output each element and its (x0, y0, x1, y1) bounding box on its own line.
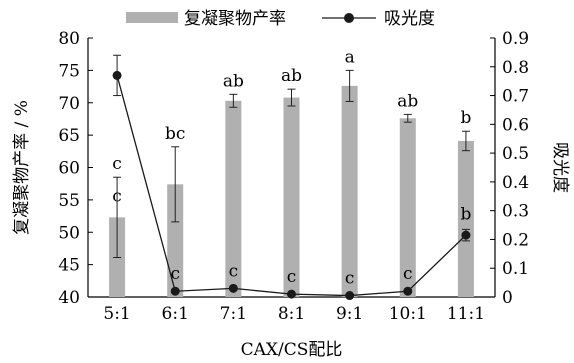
bar (167, 184, 184, 297)
absorbance-point (287, 289, 296, 299)
x-axis-title: CAX/CS配比 (241, 340, 343, 360)
legend-line-label: 吸光度 (384, 9, 435, 29)
absorbance-point (112, 70, 122, 80)
legend-line-marker (344, 13, 354, 23)
y-right-tick-label: 0.3 (502, 202, 529, 222)
y-right-tick-label: 0.7 (502, 87, 529, 107)
y-right-tick-label: 0.6 (502, 115, 529, 135)
y-left-tick-label: 75 (58, 61, 80, 81)
bars-group (109, 69, 474, 298)
line-series-group (112, 54, 471, 301)
x-tick-label: 7:1 (220, 304, 247, 324)
absorbance-point (228, 283, 238, 293)
point-significance-label: c (287, 267, 297, 287)
y-left-tick-label: 45 (58, 256, 80, 276)
y-right-tick-label: 0.5 (502, 144, 529, 164)
bar-significance-label: bc (165, 124, 185, 144)
absorbance-point (170, 286, 180, 296)
axes-group: 40 45 50 55 60 65 70 75 80 0 0.1 0.2 0.3 0.4 0.5 0.6 0.7… (12, 29, 570, 360)
x-tick-label: 8:1 (278, 304, 305, 324)
y-right-tick-label: 0.2 (502, 230, 529, 250)
y-left-tick-label: 65 (58, 126, 80, 146)
point-significance-label: c (170, 264, 180, 284)
point-significance-label: c (229, 261, 239, 281)
x-tick-label: 6:1 (162, 304, 189, 324)
bar (225, 100, 242, 298)
y-left-tick-label: 60 (58, 159, 80, 179)
y-left-tick-label: 40 (58, 288, 80, 308)
y-axis-right-title: 吸光度 (550, 142, 570, 193)
y-left-tick-label: 55 (58, 191, 80, 211)
absorbance-point (461, 230, 471, 240)
point-significance-label: c (345, 269, 355, 289)
y-right-tick-label: 0.9 (502, 29, 529, 49)
x-tick-label: 9:1 (336, 304, 363, 324)
y-left-tick-label: 80 (58, 29, 80, 49)
y-left-tick-label: 50 (58, 223, 80, 243)
point-significance-label: c (112, 186, 122, 206)
bar (283, 97, 300, 297)
point-significance-label: c (403, 264, 413, 284)
x-tick-label: 11:1 (447, 304, 485, 324)
x-tick-label: 10:1 (389, 304, 427, 324)
y-axis-left-title: 复凝聚物产率 / % (12, 100, 32, 235)
bar (457, 140, 474, 297)
point-significance-label: b (460, 204, 471, 224)
y-right-tick-label: 0.4 (502, 173, 529, 193)
bar-significance-label: c (112, 154, 122, 174)
y-left-tick-label: 70 (58, 94, 80, 114)
bar-significance-label: ab (397, 91, 418, 111)
bar-significance-label: a (345, 47, 355, 67)
legend-bar-swatch (126, 12, 178, 23)
y-right-tick-label: 0.8 (502, 58, 529, 78)
x-tick-label: 5:1 (103, 304, 130, 324)
absorbance-point (403, 286, 413, 296)
bar (399, 118, 416, 297)
y-right-tick-label: 0.1 (502, 259, 529, 279)
bar-significance-label: ab (281, 66, 302, 86)
y-right-tick-label: 0 (502, 288, 513, 308)
legend: 复凝聚物产率 吸光度 (126, 9, 435, 29)
bar-significance-label: b (460, 108, 471, 128)
absorbance-point (345, 291, 355, 301)
legend-bar-label: 复凝聚物产率 (184, 9, 286, 29)
bar (341, 85, 358, 297)
bar-significance-label: ab (223, 71, 244, 91)
